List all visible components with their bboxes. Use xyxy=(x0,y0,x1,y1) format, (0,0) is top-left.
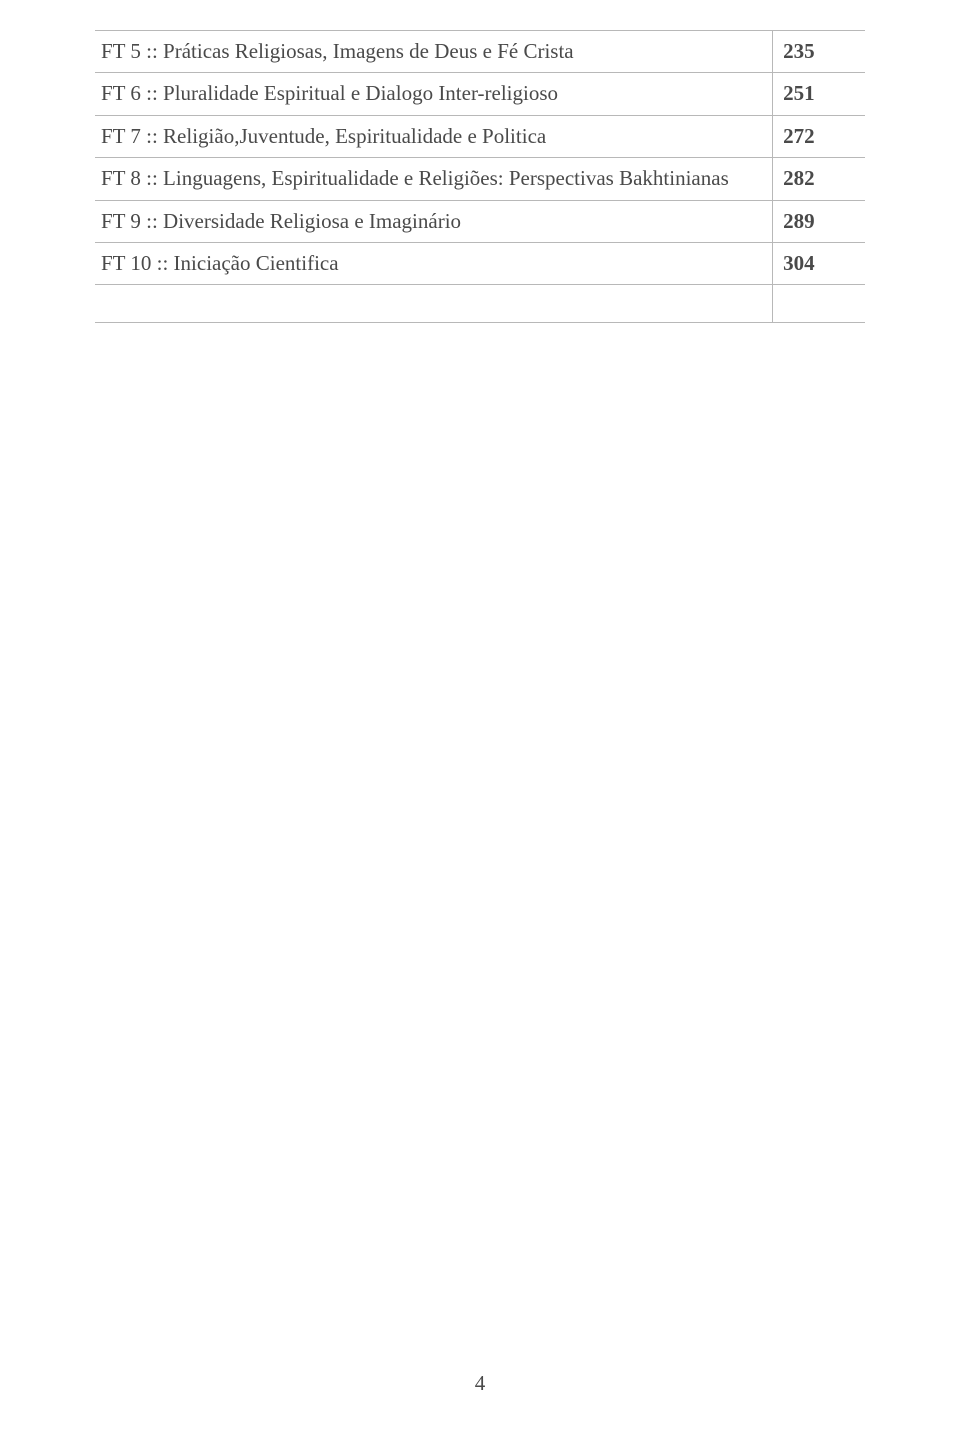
toc-entry-page: 282 xyxy=(773,158,865,200)
table-row: FT 7 :: Religião,Juventude, Espiritualid… xyxy=(95,115,865,157)
table-row: FT 5 :: Práticas Religiosas, Imagens de … xyxy=(95,31,865,73)
toc-entry-empty xyxy=(773,285,865,323)
toc-entry-page: 304 xyxy=(773,242,865,284)
toc-entry-label: FT 9 :: Diversidade Religiosa e Imaginár… xyxy=(95,200,773,242)
toc-entry-label: FT 7 :: Religião,Juventude, Espiritualid… xyxy=(95,115,773,157)
toc-entry-label: FT 10 :: Iniciação Cientifica xyxy=(95,242,773,284)
toc-entry-page: 235 xyxy=(773,31,865,73)
toc-entry-empty xyxy=(95,285,773,323)
toc-entry-page: 272 xyxy=(773,115,865,157)
table-row-empty xyxy=(95,285,865,323)
table-row: FT 6 :: Pluralidade Espiritual e Dialogo… xyxy=(95,73,865,115)
toc-entry-label: FT 8 :: Linguagens, Espiritualidade e Re… xyxy=(95,158,773,200)
table-row: FT 8 :: Linguagens, Espiritualidade e Re… xyxy=(95,158,865,200)
toc-entry-label: FT 5 :: Práticas Religiosas, Imagens de … xyxy=(95,31,773,73)
toc-entry-label: FT 6 :: Pluralidade Espiritual e Dialogo… xyxy=(95,73,773,115)
toc-entry-page: 289 xyxy=(773,200,865,242)
table-row: FT 9 :: Diversidade Religiosa e Imaginár… xyxy=(95,200,865,242)
toc-container: FT 5 :: Práticas Religiosas, Imagens de … xyxy=(0,0,960,323)
toc-table: FT 5 :: Práticas Religiosas, Imagens de … xyxy=(95,30,865,323)
table-row: FT 10 :: Iniciação Cientifica 304 xyxy=(95,242,865,284)
toc-entry-page: 251 xyxy=(773,73,865,115)
page-number: 4 xyxy=(0,1371,960,1396)
